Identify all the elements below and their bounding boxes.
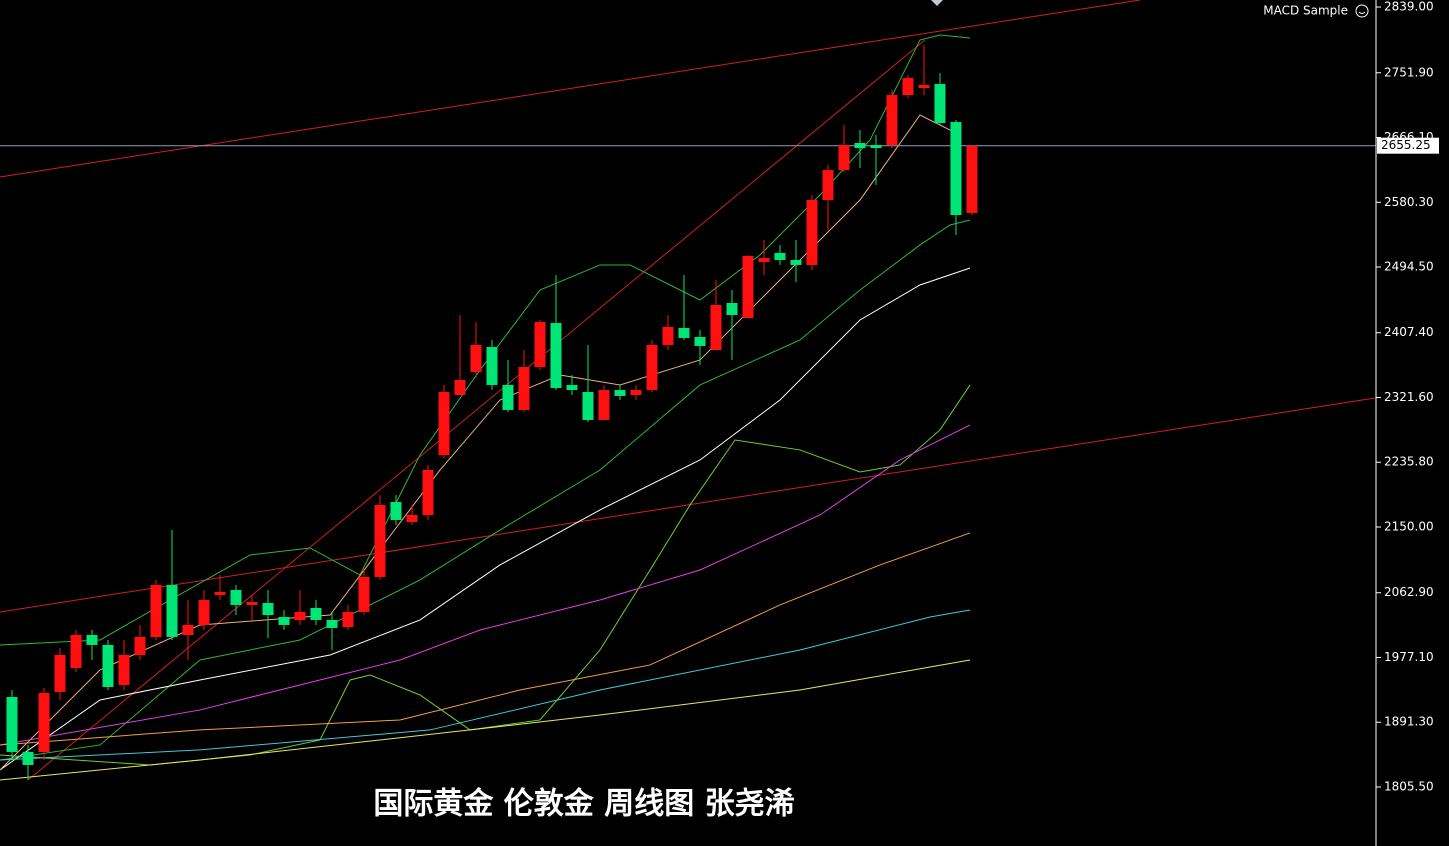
candle-body bbox=[678, 327, 690, 339]
candle-body bbox=[198, 599, 210, 625]
candle-body bbox=[150, 584, 162, 637]
candle-body bbox=[22, 751, 34, 765]
trendline bbox=[0, 0, 1141, 178]
candle-body bbox=[278, 616, 290, 625]
candle-body bbox=[342, 611, 354, 627]
candle-body bbox=[6, 696, 18, 752]
candle-body bbox=[838, 144, 850, 171]
candle-body bbox=[182, 624, 194, 635]
y-tick-label: 1977.10 bbox=[1384, 650, 1434, 664]
candle-body bbox=[710, 304, 722, 351]
indicator-line bbox=[0, 34, 971, 646]
candle-body bbox=[902, 78, 914, 96]
candle-body bbox=[358, 576, 370, 612]
candle-body bbox=[230, 590, 242, 605]
candle-body bbox=[614, 390, 626, 396]
candle-body bbox=[918, 84, 930, 88]
candle-body bbox=[934, 83, 946, 124]
indicator-line bbox=[0, 384, 971, 766]
candle-body bbox=[262, 602, 274, 615]
candle-body bbox=[806, 199, 818, 265]
candle-body bbox=[54, 654, 66, 692]
candle-body bbox=[694, 336, 706, 347]
y-tick-label: 2751.90 bbox=[1384, 65, 1434, 79]
candle-body bbox=[118, 654, 130, 685]
candle-body bbox=[630, 390, 642, 396]
candle-body bbox=[406, 514, 418, 523]
candle-body bbox=[774, 252, 786, 260]
candle-body bbox=[454, 379, 466, 396]
candle-body bbox=[390, 502, 402, 520]
candle-body bbox=[294, 611, 306, 620]
plot-area bbox=[0, 0, 1376, 781]
candle-body bbox=[470, 344, 482, 372]
y-tick-label: 1891.30 bbox=[1384, 715, 1434, 729]
candle-body bbox=[534, 322, 546, 368]
y-tick-label: 2494.50 bbox=[1384, 260, 1434, 274]
candle-body bbox=[326, 619, 338, 628]
indicator-line bbox=[0, 424, 971, 746]
candle-body bbox=[790, 259, 802, 265]
caption: 国际黄金 伦敦金 周线图 张尧浠 bbox=[373, 787, 794, 822]
y-tick-label: 2150.00 bbox=[1384, 519, 1434, 533]
y-tick-label: 1805.50 bbox=[1384, 779, 1434, 793]
candle-body bbox=[102, 644, 114, 687]
smiley-mouth bbox=[1358, 11, 1366, 14]
candle-body bbox=[166, 584, 178, 637]
candle-body bbox=[950, 122, 962, 216]
candle-body bbox=[134, 636, 146, 655]
y-tick-label: 2062.90 bbox=[1384, 585, 1434, 599]
candle-body bbox=[422, 470, 434, 515]
candle-body bbox=[598, 390, 610, 420]
candle-body bbox=[822, 170, 834, 200]
last-price-label: 2655.25 bbox=[1381, 138, 1431, 152]
candle-body bbox=[502, 384, 514, 411]
candle-body bbox=[374, 504, 386, 577]
y-tick-label: 2839.00 bbox=[1384, 0, 1434, 14]
y-tick-label: 2321.60 bbox=[1384, 390, 1434, 404]
candle-body bbox=[214, 591, 226, 595]
candle-body bbox=[726, 303, 738, 316]
candle-body bbox=[966, 145, 978, 213]
candle-body bbox=[438, 391, 450, 455]
candle-body bbox=[310, 607, 322, 620]
candle-body bbox=[870, 144, 882, 148]
last-price-box bbox=[1377, 137, 1439, 154]
candle-body bbox=[70, 634, 82, 668]
candle-body bbox=[246, 602, 258, 605]
indicator-line bbox=[0, 219, 971, 761]
candle-body bbox=[582, 391, 594, 420]
indicator-line bbox=[0, 532, 971, 746]
candle-body bbox=[646, 344, 658, 391]
y-tick-label: 2407.40 bbox=[1384, 325, 1434, 339]
indicator-line bbox=[0, 659, 971, 781]
candle-body bbox=[886, 95, 898, 145]
indicator-label: MACD Sample bbox=[1263, 4, 1348, 18]
candle-body bbox=[38, 692, 50, 752]
y-tick-label: 2235.80 bbox=[1384, 455, 1434, 469]
trendline bbox=[0, 397, 1376, 613]
candle-body bbox=[518, 367, 530, 411]
candle-body bbox=[662, 327, 674, 345]
period-marker bbox=[931, 0, 943, 6]
indicator-line bbox=[0, 609, 971, 761]
smiley-icon bbox=[1355, 4, 1369, 18]
candle-body bbox=[550, 323, 562, 388]
candle-body bbox=[758, 258, 770, 263]
candle-body bbox=[854, 143, 866, 148]
candle-body bbox=[486, 347, 498, 385]
candle-body bbox=[566, 384, 578, 391]
indicator-line bbox=[0, 267, 971, 771]
candle-body bbox=[86, 634, 98, 645]
candle-body bbox=[742, 255, 754, 319]
trendline bbox=[27, 39, 926, 781]
y-tick-label: 2580.30 bbox=[1384, 195, 1434, 209]
